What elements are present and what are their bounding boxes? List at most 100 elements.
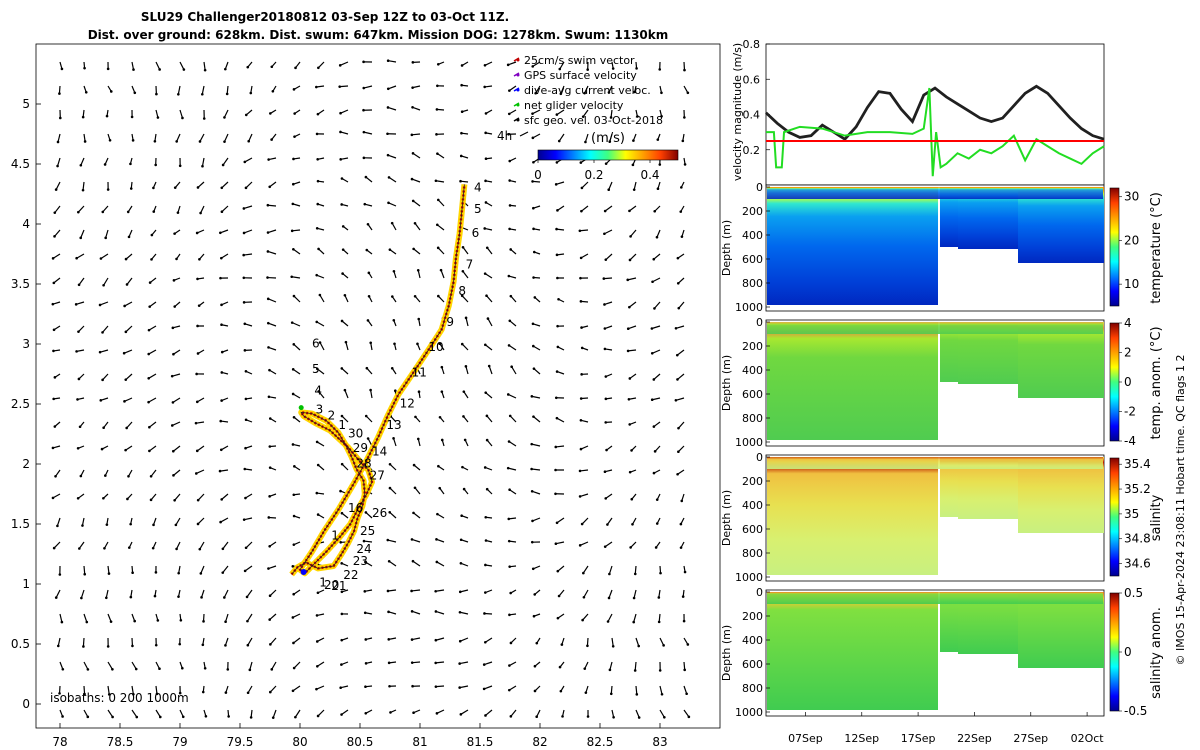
scale-arrow-label: 4h	[497, 129, 512, 143]
vector-arrow-head	[129, 595, 133, 599]
vector-arrow-head	[271, 716, 275, 719]
section-colorbar-tick-label: -2	[1124, 405, 1136, 419]
section-colorbar	[1109, 457, 1120, 577]
vector-arrow-head	[633, 90, 637, 94]
vector-arrow	[582, 109, 589, 118]
vector-arrow	[635, 709, 640, 718]
vector-arrow-head	[386, 59, 390, 63]
vector-arrow-head	[201, 643, 205, 647]
vector-arrow	[437, 199, 445, 207]
map-x-tick-label: 82	[532, 735, 547, 749]
vector-arrow-head	[484, 343, 487, 347]
section-colorbar-tick-label: 0	[1124, 645, 1132, 659]
vector-arrow	[172, 421, 181, 427]
vector-arrow	[102, 325, 109, 333]
vector-arrow-head	[339, 686, 342, 690]
vector-arrow-head	[364, 711, 368, 715]
vector-arrow	[629, 253, 637, 261]
vector-arrow-head	[80, 596, 83, 600]
vector-arrow-head	[603, 347, 607, 351]
vector-arrow-head	[81, 115, 85, 119]
vector-arrow-head	[509, 641, 513, 645]
vector-arrow-head	[675, 353, 679, 357]
colorbar-tick-label: 0.2	[584, 168, 603, 182]
vector-arrow-head	[411, 86, 414, 89]
vector-arrow	[172, 373, 181, 377]
vector-arrow	[155, 685, 158, 694]
vector-arrow	[243, 253, 253, 256]
vector-arrow-head	[637, 644, 641, 648]
velocity-axes-frame	[765, 43, 1105, 186]
vector-arrow-head	[123, 304, 126, 308]
vector-arrow-head	[508, 488, 511, 492]
vector-arrow-head	[531, 65, 535, 68]
vector-arrow	[683, 709, 690, 718]
section-colorbar-tick-label: -0.5	[1124, 704, 1147, 718]
vector-arrow-head	[483, 272, 487, 275]
vector-arrow	[653, 301, 661, 309]
vector-arrow-head	[219, 231, 222, 235]
vector-arrow-head	[147, 400, 150, 404]
vector-arrow	[294, 709, 301, 718]
section-y-tick-label: 800	[742, 277, 763, 290]
vector-arrow-head	[177, 92, 180, 96]
vector-arrow-head	[84, 90, 88, 94]
vector-arrow	[509, 415, 517, 423]
vector-arrow-head	[508, 179, 511, 182]
section-colorbar-tick-label: -4	[1124, 434, 1136, 448]
vector-arrow-head	[532, 160, 535, 164]
vector-arrow	[555, 541, 565, 545]
vector-arrow	[604, 229, 613, 235]
vector-arrow	[83, 685, 86, 695]
track-day-label: 30	[348, 427, 363, 441]
vector-arrow	[105, 229, 109, 239]
vector-arrow-head	[460, 514, 463, 518]
vector-arrow	[80, 229, 85, 239]
vector-arrow-head	[530, 467, 533, 471]
vector-arrow-head	[388, 462, 392, 466]
vector-arrow-head	[291, 443, 295, 446]
vector-arrow-head	[147, 328, 151, 332]
track-day-label: 1	[319, 575, 327, 589]
vector-arrow-head	[579, 300, 583, 303]
vector-arrow-head	[105, 114, 109, 118]
legend-marker-dot	[516, 118, 520, 122]
vector-arrow-head	[218, 469, 222, 473]
vector-arrow-head	[603, 232, 606, 236]
vector-arrow-head	[631, 522, 634, 526]
vector-arrow-head	[294, 66, 297, 70]
vector-arrow-head	[413, 486, 417, 490]
vector-arrow-head	[154, 643, 158, 647]
vector-arrow-head	[199, 572, 203, 575]
vector-arrow-head	[386, 589, 390, 593]
vector-arrow-head	[315, 226, 319, 230]
vector-arrow-head	[581, 115, 585, 118]
vector-arrow-head	[485, 246, 489, 250]
vector-arrow	[83, 613, 88, 623]
vector-arrow-head	[267, 516, 271, 519]
vector-arrow-head	[52, 397, 55, 401]
vector-arrow-head	[650, 398, 654, 402]
vector-arrow	[651, 325, 661, 330]
vector-arrow-head	[51, 257, 55, 260]
section-colorbar-tick-label: 35	[1124, 507, 1139, 521]
vector-arrow	[244, 565, 253, 572]
vector-arrow-head	[172, 449, 175, 453]
vector-arrow-head	[52, 281, 56, 285]
vector-arrow-head	[152, 186, 155, 190]
vector-arrow-head	[532, 206, 535, 210]
vector-arrow-head	[508, 664, 511, 667]
vector-arrow	[659, 709, 665, 718]
vector-arrow-head	[583, 667, 587, 670]
vector-arrow-head	[660, 91, 663, 95]
vector-arrow	[388, 85, 397, 90]
vector-arrow-head	[266, 250, 270, 253]
vector-arrow-head	[462, 487, 466, 491]
vector-arrow	[155, 61, 161, 70]
vector-arrow	[611, 637, 614, 647]
vector-arrow	[411, 133, 421, 136]
section-y-tick-label: 600	[742, 253, 763, 266]
vector-arrow	[52, 493, 61, 499]
vector-arrow	[560, 85, 565, 95]
